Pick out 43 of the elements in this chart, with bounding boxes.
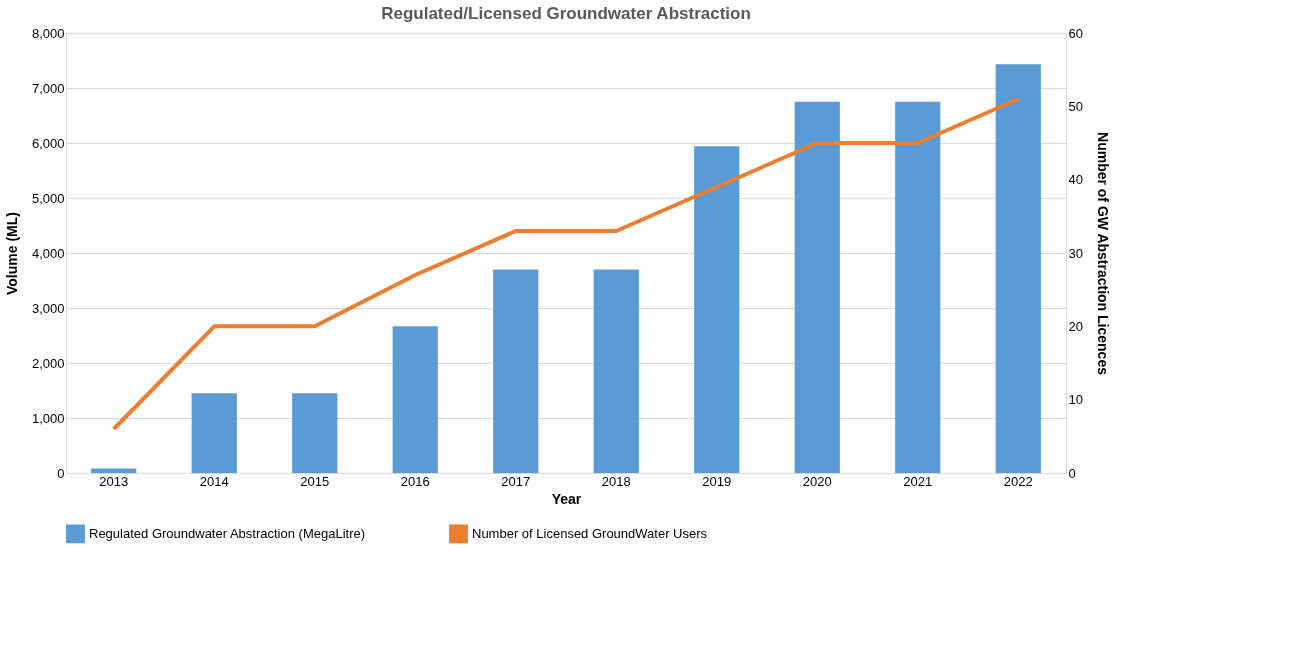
bar <box>392 326 438 473</box>
x-tick-label: 2018 <box>601 473 631 489</box>
bar <box>694 146 740 473</box>
bar <box>995 64 1041 473</box>
x-tick-label: 2015 <box>300 473 330 489</box>
x-tick-label: 2014 <box>199 473 229 489</box>
bar <box>493 269 539 473</box>
y-tick-label: 8,000 <box>31 25 65 41</box>
bar <box>794 101 840 473</box>
chart-title: Regulated/Licensed Groundwater Abstraction <box>381 4 751 23</box>
x-tick-label: 2020 <box>802 473 832 489</box>
y-tick-label: 5,000 <box>31 190 65 206</box>
bar <box>191 393 237 473</box>
bar <box>593 269 639 473</box>
x-tick-label: 2013 <box>99 473 129 489</box>
y-tick-label: 3,000 <box>31 300 65 316</box>
y2-tick-label: 0 <box>1068 465 1076 481</box>
y-tick-label: 1,000 <box>31 410 65 426</box>
x-axis-title: Year <box>551 490 582 507</box>
y2-tick-label: 60 <box>1068 25 1083 41</box>
y2-tick-label: 10 <box>1068 392 1083 408</box>
y2-tick-label: 30 <box>1068 245 1083 261</box>
legend-label: Regulated Groundwater Abstraction (MegaLitre) <box>89 525 366 541</box>
y-tick-label: 4,000 <box>31 245 65 261</box>
x-tick-label: 2017 <box>501 473 531 489</box>
x-tick-label: 2019 <box>702 473 732 489</box>
y2-tick-label: 40 <box>1068 172 1083 188</box>
x-tick-label: 2021 <box>903 473 933 489</box>
legend-label: Number of Licensed GroundWater Users <box>472 525 708 541</box>
x-tick-label: 2016 <box>400 473 430 489</box>
y-tick-label: 0 <box>57 465 65 481</box>
y2-tick-label: 50 <box>1068 98 1083 114</box>
y-tick-label: 7,000 <box>31 80 65 96</box>
bar <box>292 393 338 473</box>
y-tick-label: 2,000 <box>31 355 65 371</box>
y-axis-title: Volume (ML) <box>3 212 20 295</box>
bar <box>91 468 137 473</box>
bar <box>895 101 941 473</box>
x-tick-label: 2022 <box>1003 473 1033 489</box>
y2-tick-label: 20 <box>1068 318 1083 334</box>
line-series <box>111 97 1021 431</box>
y-tick-label: 6,000 <box>31 135 65 151</box>
y2-axis-title: Number of GW Abstraction Licences <box>1094 132 1111 376</box>
